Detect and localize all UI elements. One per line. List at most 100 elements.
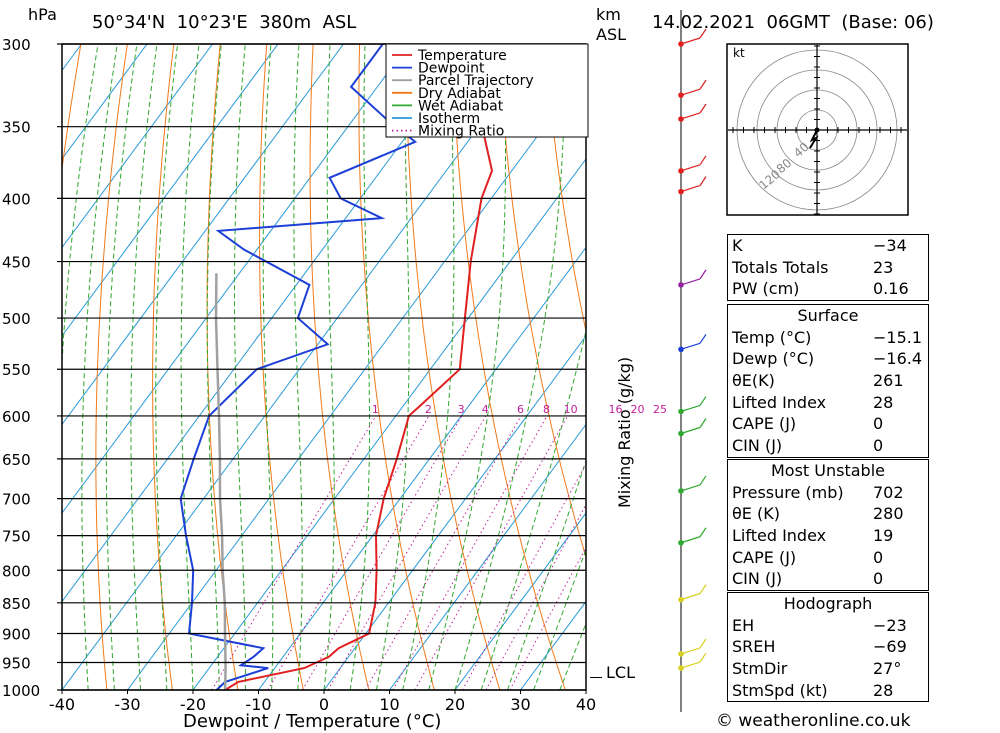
index-label: θE(K) [732, 371, 775, 391]
credit-label: © weatheronline.co.uk [716, 711, 911, 731]
index-section-title: Surface [797, 306, 859, 325]
isotherm-line [323, 335, 586, 690]
wind-barb [680, 536, 701, 544]
indices-surface-table: Surface Temp (°C) −15.1 Dewp (°C) −16.4 θE(K)… [727, 304, 929, 458]
temperature-tick-label: 20 [445, 695, 465, 714]
dry-adiabat-line [498, 44, 586, 559]
index-label: SREH [732, 637, 776, 657]
index-label: Temp (°C) [732, 327, 812, 347]
temperature-tick-label: -30 [114, 695, 140, 714]
index-label: K [732, 236, 743, 255]
indices-hodograph-table: Hodograph EH −23 SREH −69 StmDir 27° StmSpd (kt… [727, 592, 929, 703]
mixing-ratio-line [509, 546, 586, 690]
index-value: 702 [873, 482, 904, 502]
wind-barb [680, 426, 701, 435]
dry-adiabat-line [544, 44, 586, 334]
index-value: 261 [873, 371, 904, 391]
wind-barb [680, 185, 701, 193]
temperature-tick-label: 30 [510, 695, 530, 714]
mixing-ratio-label: 3 [458, 403, 465, 416]
isotherm-line [62, 44, 541, 690]
wet-adiabat-line [506, 459, 586, 690]
wind-barb-feather [699, 176, 707, 186]
pressure-tick-label: 1000 [2, 682, 40, 700]
mixing-ratio-line [327, 415, 487, 690]
index-row: Temp (°C) −15.1 [728, 327, 928, 349]
temperature-tick-label: -20 [180, 695, 206, 714]
mixing-ratio-label: 4 [482, 403, 489, 416]
mixing-ratio-label: 6 [517, 403, 524, 416]
index-row: CAPE (J) 0 [728, 413, 928, 435]
wind-barb-feather [699, 396, 707, 406]
height-unit-label-asl: ASL [596, 25, 626, 44]
index-row: Lifted Index 28 [728, 392, 928, 414]
lcl-label: LCL [606, 663, 635, 682]
mixing-ratio-line [485, 503, 586, 690]
isotherm-line [62, 44, 410, 514]
index-label: θE (K) [732, 504, 780, 524]
wet-adiabat-line [323, 44, 335, 690]
isotherm-line [62, 44, 213, 249]
wind-barb-feather [699, 638, 707, 649]
wet-adiabat-line [155, 44, 179, 690]
wind-level-dot [678, 430, 684, 437]
index-value: −23 [873, 615, 907, 635]
location-label: 50°34'N 10°23'E 380m ASL [92, 12, 356, 33]
index-value: 19 [873, 526, 894, 546]
index-row: CIN (J) 0 [728, 435, 928, 457]
dry-adiabat-line [62, 44, 82, 173]
index-label: StmDir [732, 659, 788, 679]
index-label: PW (cm) [732, 279, 800, 299]
dry-adiabat-line [917, 44, 1000, 690]
index-value: 280 [873, 504, 904, 524]
index-section-title: Most Unstable [771, 461, 885, 480]
index-row: StmSpd (kt) 28 [728, 680, 928, 702]
hodograph-origin-dot [814, 127, 820, 133]
index-value: 28 [873, 680, 894, 700]
index-label: Lifted Index [732, 392, 827, 412]
mixing-ratio-line [302, 415, 463, 690]
wind-barb [680, 647, 701, 655]
mixing-ratio-line [211, 415, 377, 690]
pressure-tick-label: 600 [2, 408, 31, 426]
index-row: Lifted Index 19 [728, 525, 928, 547]
wind-barb [680, 342, 701, 350]
wind-barb-column [590, 10, 707, 712]
wet-adiabat-line [81, 44, 118, 690]
wet-adiabat-line [206, 44, 222, 690]
wind-barb-feather [699, 28, 707, 39]
temperature-tick-label: 10 [379, 695, 399, 714]
wet-adiabat-line [130, 44, 158, 690]
wind-barb [680, 484, 701, 492]
mixing-ratio-axis-label: Mixing Ratio (g/kg) [615, 357, 634, 508]
index-value: −16.4 [873, 349, 923, 369]
mixing-ratio-label: 16 [609, 403, 623, 416]
index-row: θE (K) 280 [728, 503, 928, 525]
wet-adiabat-line [234, 44, 246, 690]
index-row: Totals Totals 23 [728, 257, 928, 279]
legend-label: Mixing Ratio [418, 124, 504, 140]
series-dewpoint-line [179, 44, 418, 690]
index-label: Totals Totals [732, 257, 829, 277]
legend-label: Dry Adiabat [418, 86, 501, 102]
legend-label: Parcel Trajectory [418, 73, 534, 89]
isotherm-line [454, 512, 586, 690]
pressure-tick-label: 400 [2, 190, 31, 208]
temperature-tick-label: 0 [319, 695, 329, 714]
isotherm-line [258, 246, 586, 690]
mixing-ratio-label: 25 [653, 403, 667, 416]
temperature-tick-label: -40 [49, 695, 75, 714]
wet-adiabat-line [533, 548, 586, 690]
wind-barb-feather [699, 103, 707, 114]
wet-adiabat-line [428, 44, 506, 690]
pressure-tick-label: 850 [2, 595, 31, 613]
index-value: 28 [873, 392, 894, 412]
index-label: CIN (J) [732, 436, 783, 456]
wind-barb [680, 404, 701, 412]
index-row: SREH −69 [728, 636, 928, 658]
wet-adiabat-line [454, 44, 566, 690]
pressure-tick-label: 550 [2, 361, 31, 379]
wind-barb-feather [699, 269, 707, 280]
